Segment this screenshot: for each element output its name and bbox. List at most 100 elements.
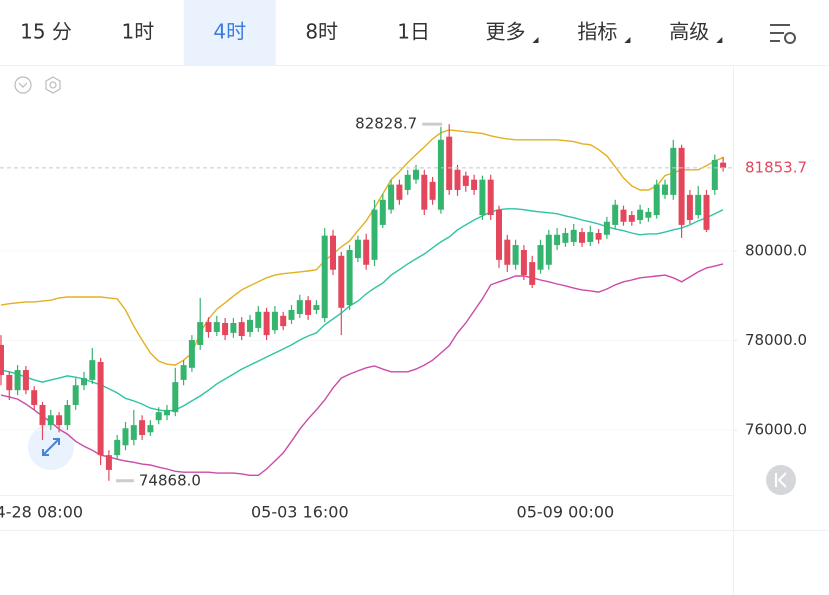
candle-body bbox=[114, 439, 121, 456]
tab[interactable]: 8时 bbox=[305, 20, 338, 44]
candle-body bbox=[595, 232, 602, 240]
candle-body bbox=[720, 162, 727, 168]
candle-body bbox=[305, 300, 312, 315]
indicator-settings-icon[interactable] bbox=[45, 76, 61, 94]
candle-body bbox=[678, 147, 685, 225]
candle-body bbox=[628, 215, 635, 222]
candle-body bbox=[512, 245, 519, 265]
bollinger-band bbox=[0, 129, 724, 366]
candle-body bbox=[180, 365, 187, 380]
candle-body bbox=[338, 255, 345, 308]
candle-body bbox=[197, 322, 204, 345]
x-tick-label: 05-03 16:00 bbox=[251, 503, 349, 522]
candle-body bbox=[230, 323, 237, 333]
candle-body bbox=[662, 184, 668, 195]
candle-body bbox=[130, 425, 137, 440]
candle-body bbox=[64, 404, 71, 426]
candle-body bbox=[271, 311, 278, 331]
candle-body bbox=[89, 360, 96, 380]
settings-icon[interactable] bbox=[770, 24, 796, 44]
tab[interactable]: 更多 bbox=[486, 20, 526, 44]
candle-body bbox=[247, 319, 253, 332]
tab[interactable]: 15 分 bbox=[20, 20, 72, 44]
candle-body bbox=[205, 322, 212, 332]
candle-body bbox=[421, 174, 428, 210]
last-price-label: 81853.7 bbox=[745, 158, 807, 176]
candle-body bbox=[72, 385, 79, 405]
annotation-label: 74868.0 bbox=[139, 471, 201, 489]
candle-body bbox=[388, 184, 395, 210]
dropdown-caret bbox=[532, 37, 539, 43]
candle-body bbox=[321, 235, 328, 319]
candle-body bbox=[462, 175, 469, 186]
candle-body bbox=[346, 249, 353, 306]
candle-body bbox=[620, 209, 627, 222]
candle-body bbox=[429, 181, 436, 200]
y-tick-label: 76000.0 bbox=[745, 421, 807, 439]
candle-body bbox=[545, 234, 552, 265]
candle-body bbox=[39, 404, 46, 426]
candle-body bbox=[637, 209, 644, 220]
candle-body bbox=[437, 139, 444, 210]
candle-body bbox=[330, 235, 336, 270]
y-tick-label: 80000.0 bbox=[745, 241, 807, 259]
tab[interactable]: 1时 bbox=[122, 20, 155, 44]
tab[interactable]: 1日 bbox=[397, 20, 430, 44]
candle-body bbox=[529, 262, 536, 285]
candle-body bbox=[6, 374, 13, 391]
candle-body bbox=[579, 232, 585, 243]
collapse-icon[interactable] bbox=[14, 76, 32, 94]
candle-body bbox=[263, 311, 270, 336]
candle-body bbox=[703, 194, 710, 230]
candle-body bbox=[296, 300, 303, 315]
candle-body bbox=[603, 221, 610, 235]
candle-body bbox=[653, 184, 660, 216]
candle-body bbox=[612, 204, 619, 225]
candle-body bbox=[404, 174, 411, 190]
candle-body bbox=[446, 136, 453, 190]
candle-body bbox=[122, 428, 129, 446]
candle-body bbox=[379, 199, 386, 225]
candle-body bbox=[0, 344, 4, 375]
candle-body bbox=[164, 409, 170, 416]
tab[interactable]: 高级 bbox=[669, 20, 709, 44]
candle-body bbox=[396, 184, 403, 200]
candle-body bbox=[686, 194, 693, 220]
candle-body bbox=[520, 249, 527, 276]
candle-body bbox=[554, 234, 561, 246]
tab[interactable]: 指标 bbox=[577, 20, 617, 44]
candle-body bbox=[371, 209, 378, 260]
candle-body bbox=[31, 390, 38, 405]
tab[interactable]: 4时 bbox=[213, 20, 246, 44]
candle-body bbox=[587, 232, 594, 242]
annotation-label: 82828.7 bbox=[355, 115, 417, 133]
candle-body bbox=[413, 169, 419, 180]
candle-body bbox=[105, 455, 112, 470]
candle-body bbox=[479, 179, 486, 216]
fullscreen-button[interactable] bbox=[28, 424, 74, 470]
candle-body bbox=[14, 370, 21, 391]
candle-body bbox=[255, 311, 262, 328]
x-tick-label: 04-28 08:00 bbox=[0, 503, 83, 522]
candle-body bbox=[313, 305, 320, 311]
x-tick-label: 05-09 00:00 bbox=[517, 503, 615, 522]
candle-body bbox=[354, 239, 361, 259]
back-to-latest-button[interactable] bbox=[766, 465, 796, 495]
candle-body bbox=[711, 159, 718, 190]
candle-body bbox=[56, 415, 63, 426]
dropdown-caret bbox=[624, 37, 631, 43]
candle-body bbox=[81, 378, 87, 386]
dropdown-caret bbox=[716, 37, 723, 43]
bollinger-band bbox=[0, 263, 724, 476]
candle-body bbox=[504, 239, 511, 265]
candle-body bbox=[97, 361, 104, 456]
candle-body bbox=[222, 323, 229, 336]
candle-body bbox=[280, 315, 287, 327]
candle-body bbox=[213, 322, 220, 332]
candle-body bbox=[288, 310, 295, 320]
candle-body bbox=[188, 340, 195, 368]
candle-body bbox=[471, 179, 478, 190]
candle-body bbox=[22, 370, 29, 391]
